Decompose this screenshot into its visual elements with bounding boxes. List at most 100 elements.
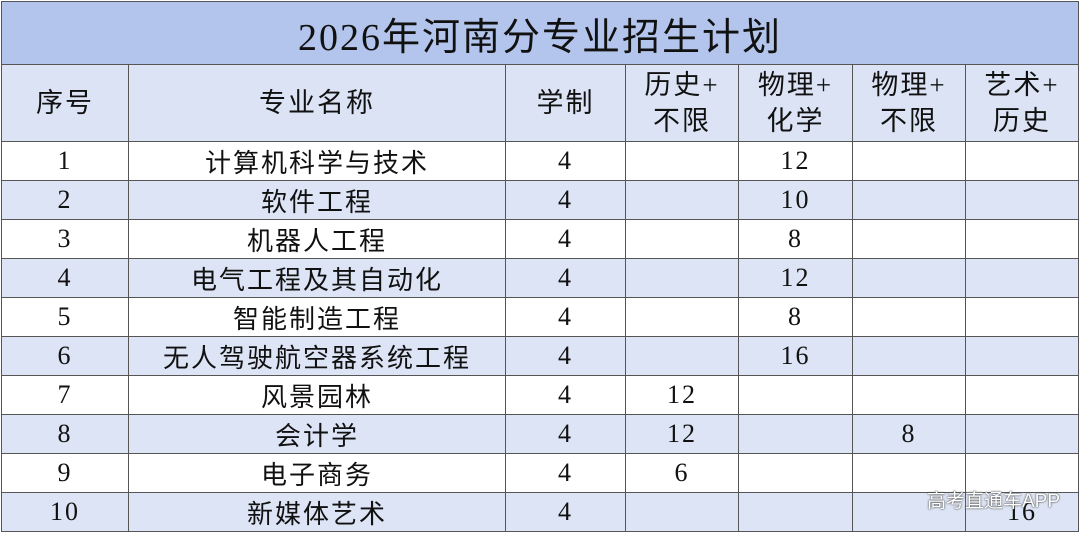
cell: 16 xyxy=(738,336,853,376)
data-row: 8 会计学 4 12 8 xyxy=(1,414,1080,454)
title-row: 2026年河南分专业招生计划 xyxy=(0,1,1080,65)
header-line: 历史+ xyxy=(644,70,720,100)
cell xyxy=(852,375,966,415)
table-title: 2026年河南分专业招生计划 xyxy=(0,1,1080,65)
cell xyxy=(964,336,1080,376)
cell: 智能制造工程 xyxy=(128,297,506,337)
cell: 6 xyxy=(625,453,739,493)
cell: 10 xyxy=(1,492,129,532)
cell xyxy=(964,258,1080,298)
cell: 10 xyxy=(738,180,853,220)
header-line: 学制 xyxy=(536,88,595,118)
cell: 9 xyxy=(1,453,129,493)
cell: 4 xyxy=(505,336,626,376)
header-cell: 序号 xyxy=(1,64,129,142)
cell xyxy=(964,141,1080,181)
cell: 3 xyxy=(1,219,129,259)
cell: 机器人工程 xyxy=(128,219,506,259)
header-line: 艺术+ xyxy=(984,70,1060,100)
data-row: 2 软件工程 4 10 xyxy=(1,180,1080,220)
cell xyxy=(738,492,853,532)
cell: 无人驾驶航空器系统工程 xyxy=(128,336,506,376)
data-row: 9 电子商务 4 6 xyxy=(1,453,1080,493)
cell: 4 xyxy=(505,180,626,220)
cell xyxy=(852,141,966,181)
cell: 会计学 xyxy=(128,414,506,454)
cell xyxy=(625,258,739,298)
cell: 5 xyxy=(1,297,129,337)
cell xyxy=(738,375,853,415)
header-cell: 物理+ 不限 xyxy=(852,64,966,142)
cell: 4 xyxy=(505,297,626,337)
cell: 4 xyxy=(505,414,626,454)
cell xyxy=(738,414,853,454)
header-cell: 专业名称 xyxy=(128,64,506,142)
header-line: 不限 xyxy=(653,106,711,136)
cell: 计算机科学与技术 xyxy=(128,141,506,181)
data-row: 10 新媒体艺术 4 16 xyxy=(1,492,1080,532)
header-cell: 物理+ 化学 xyxy=(738,64,853,142)
data-row: 4 电气工程及其自动化 4 12 xyxy=(1,258,1080,298)
cell: 7 xyxy=(1,375,129,415)
cell: 8 xyxy=(852,414,966,454)
cell: 新媒体艺术 xyxy=(128,492,506,532)
cell: 1 xyxy=(1,141,129,181)
header-cell: 历史+ 不限 xyxy=(625,64,739,142)
cell xyxy=(964,219,1080,259)
cell xyxy=(964,375,1080,415)
cell xyxy=(625,492,739,532)
cell xyxy=(625,336,739,376)
cell: 12 xyxy=(625,375,739,415)
header-line: 物理+ xyxy=(757,70,834,100)
header-row: 序号 专业名称 学制 历史+ 不限 物理+ 化学 物理+ 不限 艺术+ 历史 xyxy=(1,64,1080,142)
cell: 6 xyxy=(1,336,129,376)
cell: 2 xyxy=(1,180,129,220)
watermark: 高考直通车APP xyxy=(926,491,1060,512)
cell: 4 xyxy=(505,492,626,532)
data-row: 6 无人驾驶航空器系统工程 4 16 xyxy=(1,336,1080,376)
header-cell: 艺术+ 历史 xyxy=(964,64,1080,142)
header-line: 物理+ xyxy=(871,70,947,100)
cell xyxy=(852,219,966,259)
cell xyxy=(852,180,966,220)
data-row: 7 风景园林 4 12 xyxy=(1,375,1080,415)
cell xyxy=(625,141,739,181)
cell xyxy=(625,219,739,259)
cell: 软件工程 xyxy=(128,180,506,220)
cell: 8 xyxy=(738,219,853,259)
data-row: 5 智能制造工程 4 8 xyxy=(1,297,1080,337)
cell: 16 xyxy=(964,492,1080,532)
cell xyxy=(852,258,966,298)
cell xyxy=(852,336,966,376)
cell: 8 xyxy=(738,297,853,337)
cell xyxy=(625,180,739,220)
cell: 12 xyxy=(738,258,853,298)
cell: 电气工程及其自动化 xyxy=(128,258,506,298)
data-row: 1 计算机科学与技术 4 12 xyxy=(1,141,1080,181)
cell xyxy=(625,297,739,337)
cell: 4 xyxy=(505,219,626,259)
header-line: 化学 xyxy=(766,106,825,136)
cell: 4 xyxy=(505,453,626,493)
cell: 4 xyxy=(505,141,626,181)
cell: 4 xyxy=(505,375,626,415)
cell xyxy=(852,492,966,532)
cell: 4 xyxy=(1,258,129,298)
cell xyxy=(964,297,1080,337)
cell xyxy=(852,297,966,337)
cell: 4 xyxy=(505,258,626,298)
cell: 12 xyxy=(738,141,853,181)
header-line: 历史 xyxy=(993,106,1052,136)
cell: 电子商务 xyxy=(128,453,506,493)
header-line: 序号 xyxy=(36,88,94,118)
header-line: 不限 xyxy=(880,106,938,136)
cell xyxy=(964,414,1080,454)
data-row: 3 机器人工程 4 8 xyxy=(1,219,1080,259)
cell: 风景园林 xyxy=(128,375,506,415)
cell: 12 xyxy=(625,414,739,454)
cell xyxy=(964,180,1080,220)
cell xyxy=(738,453,853,493)
